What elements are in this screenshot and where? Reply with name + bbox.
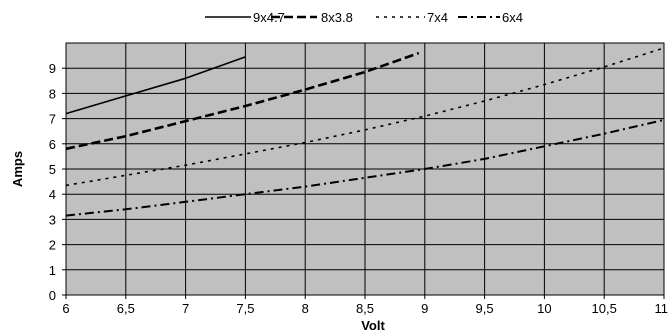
x-tick-label: 7,5 — [236, 301, 254, 316]
x-tick-label: 8,5 — [356, 301, 374, 316]
y-tick-label: 9 — [49, 61, 56, 76]
legend-label: 7x4 — [427, 10, 448, 25]
y-tick-label: 1 — [49, 263, 56, 278]
x-tick-label: 6,5 — [117, 301, 135, 316]
y-tick-label: 7 — [49, 112, 56, 127]
series-line-8x3-8 — [65, 51, 420, 151]
chart-legend: 9x4.7 8x3.8 7x4 6x4 — [205, 10, 523, 25]
y-tick-label: 2 — [49, 238, 56, 253]
x-tick-label: 9 — [421, 301, 428, 316]
axes: 0 1 2 3 4 5 6 7 8 9 6 6,5 7 7,5 8 8,5 9 9,5 10 10,5 11 — [49, 42, 669, 316]
legend-label: 9x4.7 — [253, 10, 285, 25]
x-tick-label: 10,5 — [592, 301, 617, 316]
x-tick-label: 8 — [302, 301, 309, 316]
legend-item: 6x4 — [458, 10, 523, 25]
legend-label: 8x3.8 — [321, 10, 353, 25]
y-tick-label: 0 — [49, 288, 56, 303]
legend-item: 9x4.7 — [205, 10, 285, 25]
legend-item: 7x4 — [376, 10, 448, 25]
series-layer — [65, 47, 665, 217]
y-tick-label: 8 — [49, 86, 56, 101]
x-tick-label: 11 — [655, 301, 669, 316]
series-line-9x4-7 — [65, 56, 246, 115]
y-tick-label: 4 — [49, 187, 56, 202]
y-axis-title: Amps — [10, 151, 25, 187]
x-tick-label: 9,5 — [476, 301, 494, 316]
x-tick-label: 7 — [182, 301, 189, 316]
x-axis-title: Volt — [361, 318, 385, 333]
legend-item: 8x3.8 — [271, 10, 353, 25]
y-tick-label: 3 — [49, 212, 56, 227]
legend-label: 6x4 — [502, 10, 523, 25]
x-tick-label: 6 — [62, 301, 69, 316]
x-tick-label: 10 — [537, 301, 551, 316]
series-line-6x4 — [65, 118, 665, 217]
y-tick-label: 6 — [49, 137, 56, 152]
series-line-7x4 — [65, 47, 665, 187]
plot-border — [65, 42, 665, 296]
y-tick-label: 5 — [49, 162, 56, 177]
